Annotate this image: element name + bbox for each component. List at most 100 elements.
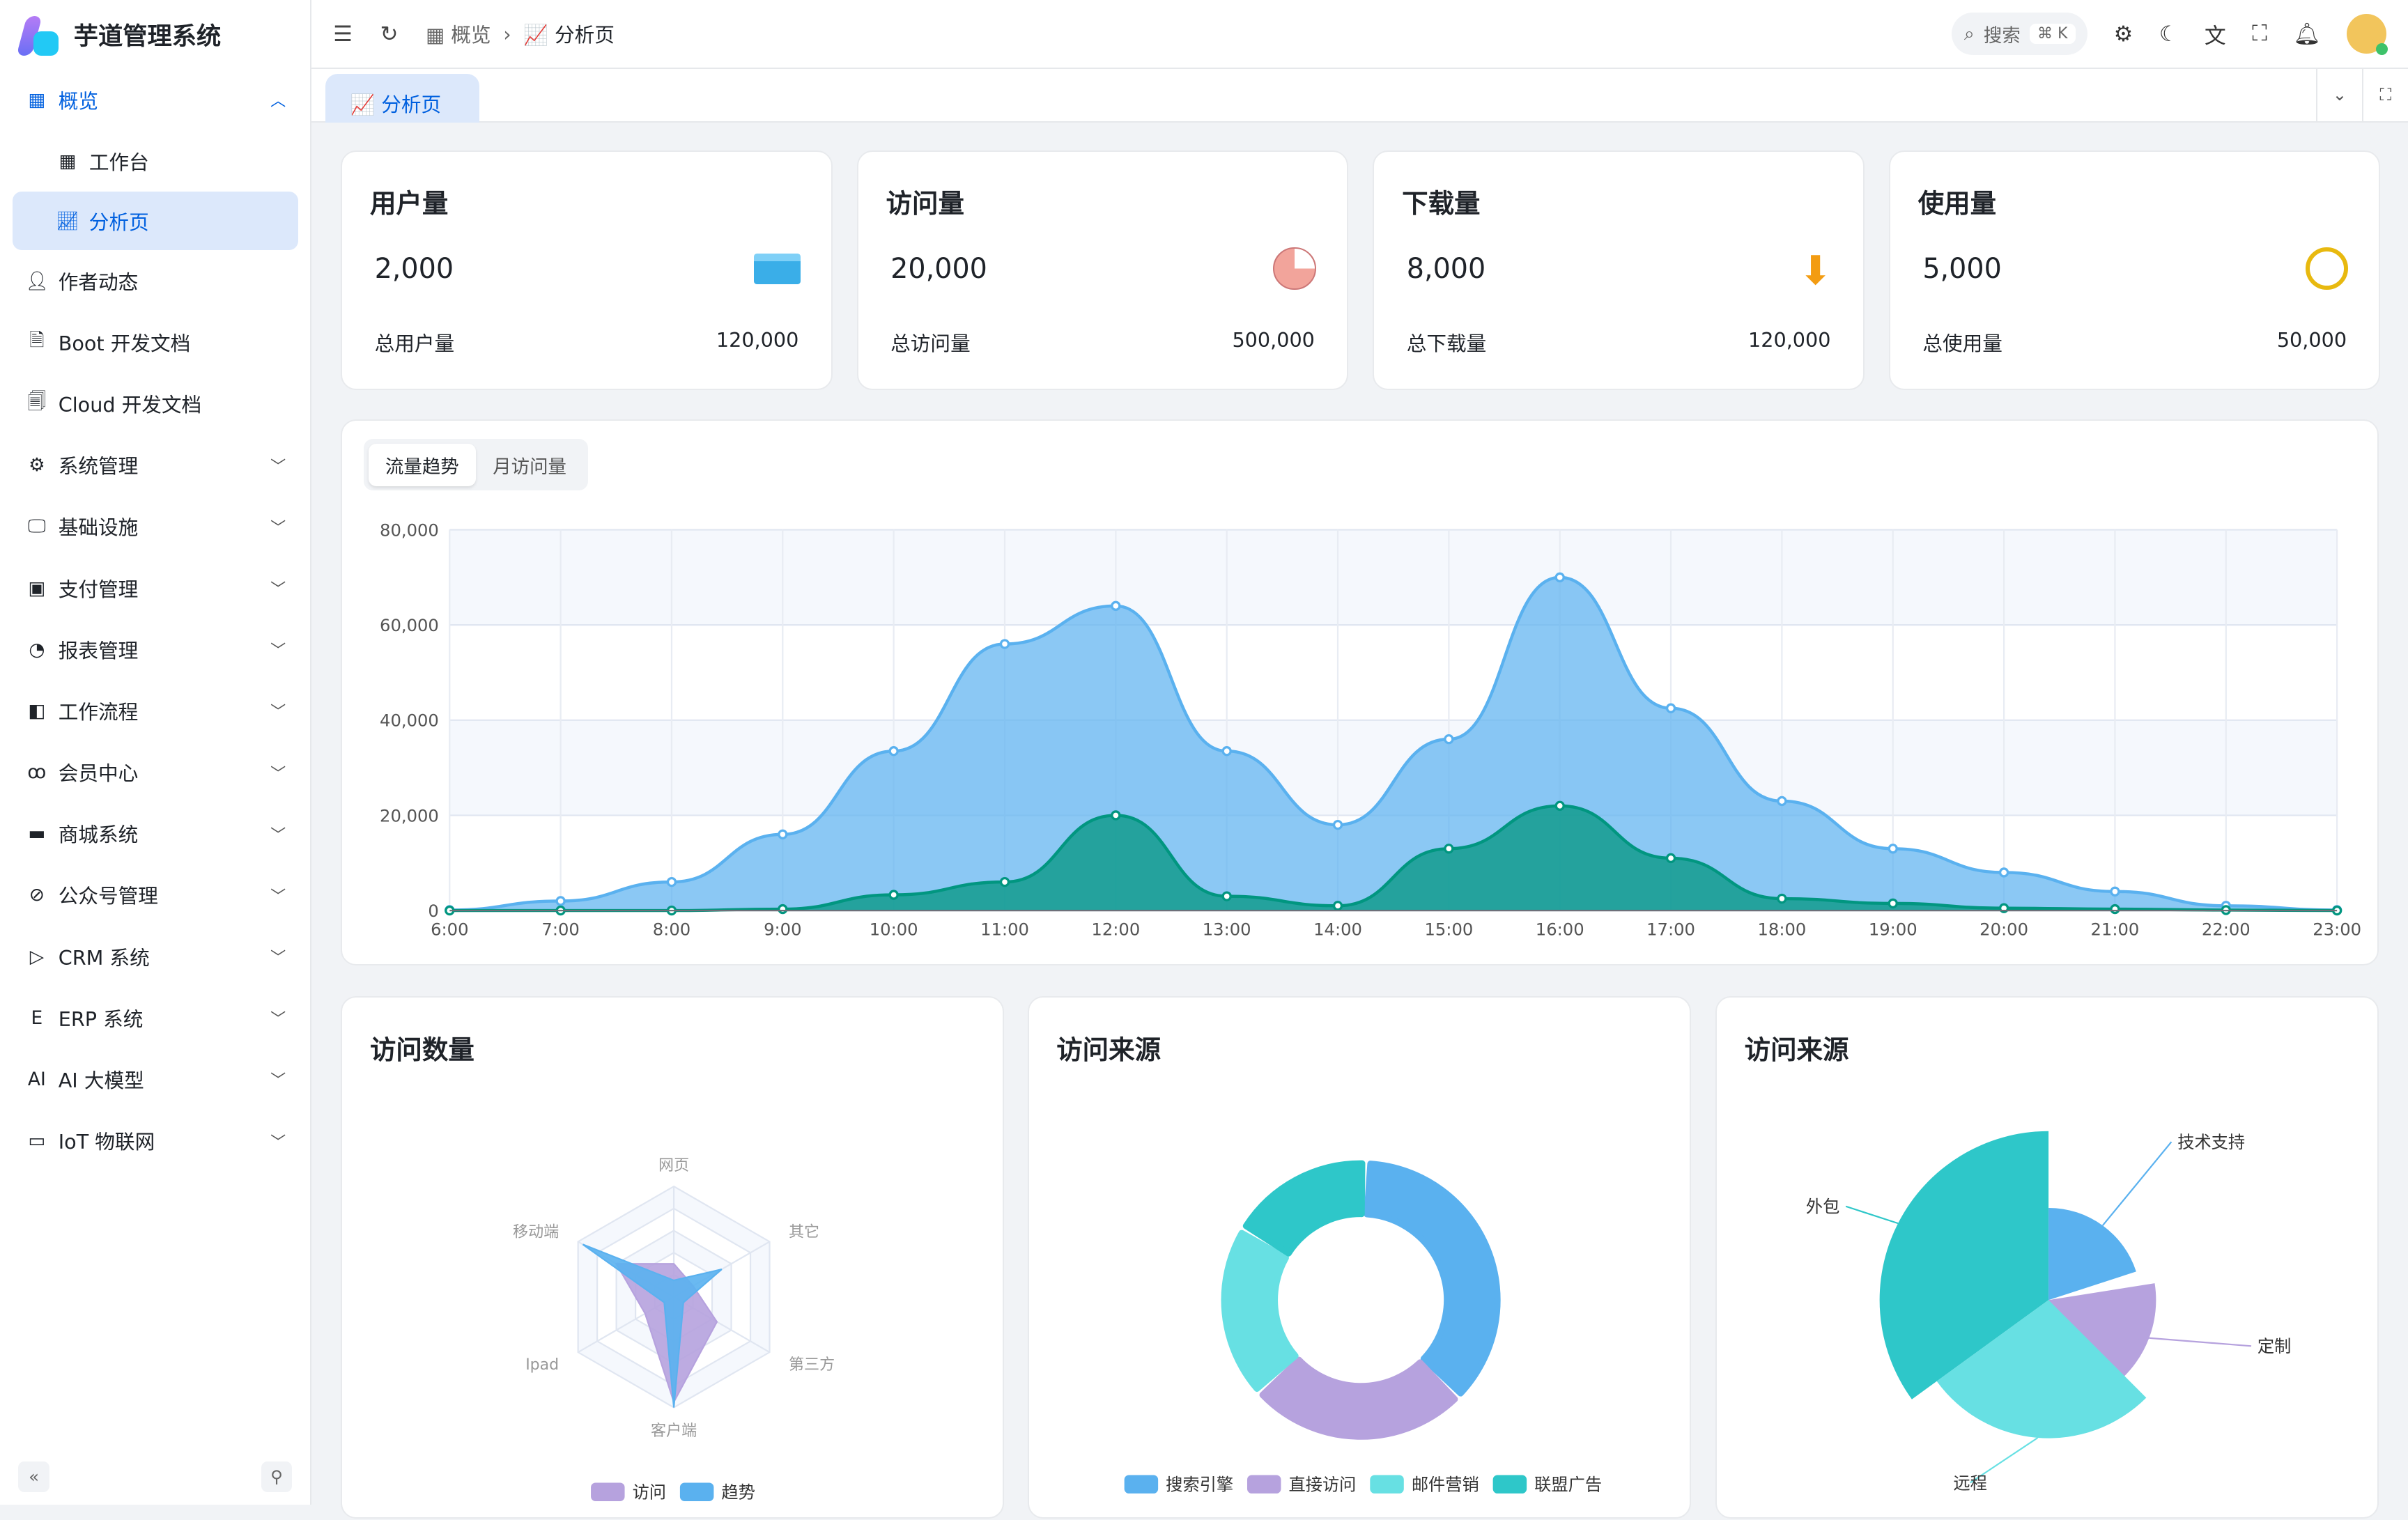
data-point bbox=[555, 895, 566, 906]
sidebar-item[interactable]: ⊘ 公众号管理 ﹀ bbox=[0, 864, 310, 926]
sidebar-item[interactable]: E ERP 系统 ﹀ bbox=[0, 987, 310, 1048]
legend-label: 搜索引擎 bbox=[1166, 1475, 1233, 1495]
sidebar-item[interactable]: ▣ 支付管理 ﹀ bbox=[0, 557, 310, 619]
radar-card: 访问数量 网页 其它 第三方 客户端 Ipad 移动端 访问 趋势 bbox=[341, 996, 1005, 1519]
chevron-down-icon: ﹀ bbox=[270, 1011, 286, 1029]
clock-icon bbox=[2305, 247, 2349, 300]
donut-chart: 搜索引擎 直接访问 邮件营销 联盟广告 bbox=[1124, 1161, 1602, 1495]
chevron-down-icon: ﹀ bbox=[270, 458, 286, 476]
sidebar-item[interactable]: ▦ 概览 ︿ bbox=[0, 69, 310, 130]
gear-icon[interactable]: ⚙ bbox=[2113, 21, 2133, 47]
donut-card: 访问来源 搜索引擎 直接访问 邮件营销 联盟广告 bbox=[1027, 996, 1691, 1519]
card-icon bbox=[754, 247, 801, 294]
y-tick-label: 40,000 bbox=[380, 710, 439, 730]
menu-toggle-icon[interactable]: ☰ bbox=[333, 21, 353, 47]
x-tick-label: 23:00 bbox=[2313, 919, 2362, 939]
rose-card: 访问来源 外包 定制 技术支持 远程 bbox=[1715, 996, 2379, 1519]
x-tick-label: 11:00 bbox=[980, 919, 1029, 939]
label-line bbox=[1970, 1437, 2039, 1484]
sidebar-item-label: 系统管理 bbox=[58, 454, 139, 479]
logo[interactable]: 芋道管理系统 bbox=[0, 0, 310, 69]
stat-total-value: 500,000 bbox=[1232, 328, 1315, 352]
bell-icon[interactable]: 🔔︎ bbox=[2293, 22, 2321, 47]
pie-icon: ◔ bbox=[29, 638, 45, 660]
stat-title: 下载量 bbox=[1402, 188, 1481, 219]
slice-label: 定制 bbox=[2258, 1337, 2291, 1357]
card-title: 访问来源 bbox=[1744, 1034, 1849, 1065]
x-tick-label: 21:00 bbox=[2091, 919, 2140, 939]
stat-title: 使用量 bbox=[1917, 188, 1997, 219]
legend-swatch bbox=[1247, 1475, 1281, 1494]
document-icon: 🗎 bbox=[29, 329, 45, 351]
chevron-down-icon: ﹀ bbox=[270, 826, 286, 844]
sidebar: 芋道管理系统 ▦ 概览 ︿ ▦ 工作台 📈︎ 分析页 👤︎ 作者动态 🗎 Boot 开发文档 🗐 Clo… bbox=[0, 0, 312, 1505]
pin-icon[interactable]: ⚲ bbox=[261, 1461, 292, 1493]
sidebar-item[interactable]: 🗐 Cloud 开发文档 bbox=[0, 373, 310, 435]
translate-icon[interactable]: 文 bbox=[2204, 24, 2226, 49]
stat-card: 访问量 20,000 总访问量 500,000 bbox=[856, 150, 1349, 390]
app-title: 芋道管理系统 bbox=[73, 22, 222, 52]
stat-title: 访问量 bbox=[886, 188, 964, 219]
tab-monthly-visits[interactable]: 月访问量 bbox=[493, 456, 566, 478]
stat-card: 使用量 5,000 总使用量 50,000 bbox=[1889, 150, 2381, 390]
sidebar-item[interactable]: AI AI 大模型 ﹀ bbox=[0, 1048, 310, 1110]
chevron-down-icon: ﹀ bbox=[270, 704, 286, 722]
payment-icon: ▣ bbox=[28, 577, 46, 599]
x-tick-label: 22:00 bbox=[2202, 919, 2251, 939]
sidebar-item[interactable]: ꝏ 会员中心 ﹀ bbox=[0, 741, 310, 802]
legend-swatch bbox=[1124, 1475, 1158, 1494]
monitor-icon: 🖵 bbox=[28, 515, 46, 537]
sidebar-item[interactable]: 🖵 基础设施 ﹀ bbox=[0, 496, 310, 557]
sidebar-item-label: 商城系统 bbox=[58, 823, 139, 847]
stat-total-label: 总下载量 bbox=[1406, 332, 1487, 356]
avatar[interactable] bbox=[2346, 13, 2388, 56]
collapse-sidebar-button[interactable]: « bbox=[18, 1461, 49, 1493]
sidebar-item[interactable]: ▭ IoT 物联网 ﹀ bbox=[0, 1110, 310, 1171]
sidebar-item[interactable]: ◧ 工作流程 ﹀ bbox=[0, 680, 310, 741]
sidebar-item[interactable]: 📈︎ 分析页 bbox=[12, 192, 298, 251]
sidebar-item[interactable]: 👤︎ 作者动态 bbox=[0, 250, 310, 311]
legend-label: 趋势 bbox=[722, 1482, 755, 1503]
grid-band bbox=[449, 624, 2338, 720]
chevron-down-icon[interactable]: ⌄ bbox=[2315, 69, 2362, 122]
traffic-trend-card: 流量趋势 月访问量 0 20,000 40,000 60,000 80,000 6:00 7… bbox=[341, 419, 2379, 966]
sidebar-item[interactable]: ⚙ 系统管理 ﹀ bbox=[0, 435, 310, 496]
sidebar-item-label: 公众号管理 bbox=[58, 884, 158, 908]
shortcut-badge: ⌘ K bbox=[2030, 23, 2076, 45]
breadcrumb-item[interactable]: ▦ 概览 bbox=[426, 23, 491, 47]
moon-icon[interactable]: ☾ bbox=[2159, 21, 2179, 47]
data-point bbox=[1444, 734, 1454, 745]
refresh-icon[interactable]: ↻ bbox=[380, 21, 399, 47]
sidebar-item[interactable]: ▷ CRM 系统 ﹀ bbox=[0, 926, 310, 987]
sidebar-item[interactable]: ◔ 报表管理 ﹀ bbox=[0, 619, 310, 680]
rose-slice bbox=[2048, 1208, 2136, 1301]
data-point bbox=[888, 890, 900, 900]
stat-value: 8,000 bbox=[1406, 253, 1486, 286]
stat-total-value: 120,000 bbox=[1748, 328, 1831, 352]
sidebar-item[interactable]: ▦ 工作台 bbox=[0, 130, 310, 192]
stat-card: 用户量 2,000 总用户量 120,000 bbox=[341, 150, 833, 390]
label-line bbox=[2101, 1141, 2172, 1227]
tab-traffic-trend[interactable]: 流量趋势 bbox=[368, 443, 476, 486]
sidebar-item[interactable]: ▬ 商城系统 ﹀ bbox=[0, 803, 310, 864]
sidebar-item-label: ERP 系统 bbox=[58, 1007, 144, 1031]
maximize-icon[interactable]: ⛶ bbox=[2361, 69, 2408, 122]
sidebar-item[interactable]: 🗎 Boot 开发文档 bbox=[0, 311, 310, 373]
legend-swatch bbox=[1369, 1475, 1404, 1494]
x-tick-label: 9:00 bbox=[764, 919, 801, 939]
stat-value: 2,000 bbox=[374, 253, 454, 286]
tab-bar: 📈 分析页 ⌄ ⛶ bbox=[311, 69, 2408, 123]
sidebar-item-label: CRM 系统 bbox=[58, 945, 150, 970]
sidebar-item-label: 支付管理 bbox=[58, 577, 139, 601]
tab-analysis[interactable]: 📈 分析页 bbox=[325, 73, 479, 123]
legend-label: 直接访问 bbox=[1288, 1475, 1356, 1495]
label-line bbox=[2149, 1337, 2252, 1347]
x-tick-label: 7:00 bbox=[542, 919, 580, 939]
data-point bbox=[1777, 893, 1787, 904]
legend-label: 邮件营销 bbox=[1411, 1475, 1479, 1495]
radar-series bbox=[582, 1243, 723, 1409]
y-tick-label: 80,000 bbox=[380, 520, 439, 540]
search-button[interactable]: ⌕ 搜索 ⌘ K bbox=[1952, 12, 2088, 56]
fullscreen-icon[interactable]: ⛶ bbox=[2252, 21, 2267, 47]
